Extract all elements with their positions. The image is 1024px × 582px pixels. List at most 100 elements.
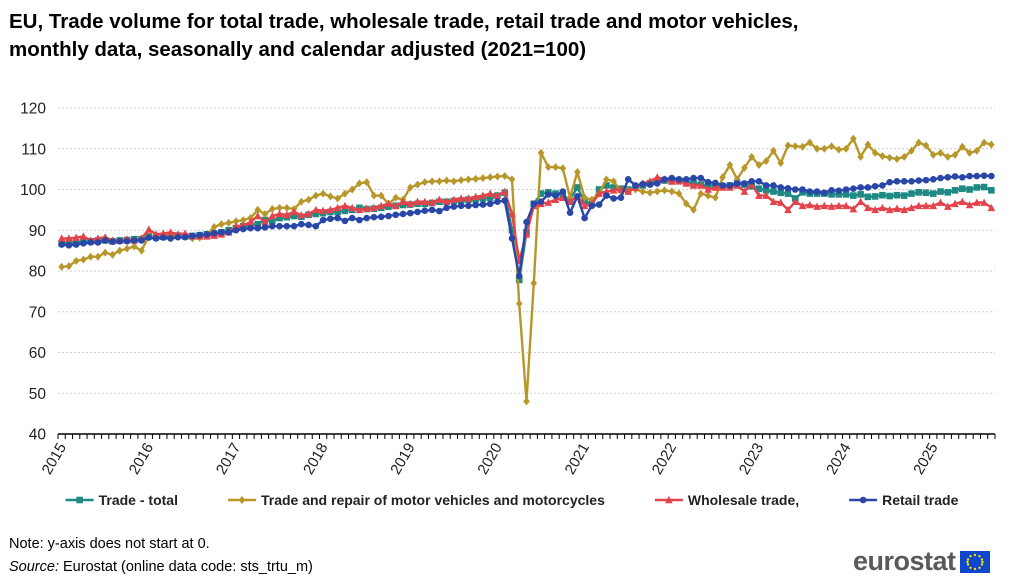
- data-point: [922, 189, 930, 197]
- data-point: [741, 163, 748, 172]
- data-point: [574, 167, 581, 176]
- data-point: [232, 217, 240, 226]
- data-point: [218, 220, 225, 229]
- data-point: [515, 276, 523, 284]
- data-point: [784, 141, 792, 150]
- data-point: [755, 191, 763, 199]
- data-point: [871, 182, 879, 190]
- data-point: [610, 195, 617, 202]
- data-point: [523, 218, 530, 226]
- data-point: [958, 197, 967, 206]
- data-point: [334, 208, 341, 216]
- data-point: [842, 201, 850, 210]
- data-point: [218, 228, 225, 236]
- data-point: [276, 214, 283, 222]
- data-point: [552, 163, 559, 172]
- data-point: [566, 209, 574, 217]
- data-point: [355, 205, 364, 214]
- data-point: [690, 174, 697, 182]
- data-point: [748, 152, 755, 161]
- data-point: [144, 225, 153, 233]
- legend-marker-icon: [665, 495, 673, 504]
- data-point: [805, 200, 814, 209]
- data-point: [479, 201, 487, 208]
- data-point: [298, 220, 305, 228]
- data-point: [406, 209, 414, 217]
- legend-item: Trade and repair of motor vehicles and m…: [227, 492, 605, 508]
- data-point: [842, 191, 850, 198]
- data-point: [370, 213, 378, 221]
- data-point: [719, 182, 726, 189]
- data-point: [813, 144, 821, 153]
- data-point: [160, 234, 167, 241]
- data-point: [624, 187, 632, 195]
- data-point: [479, 174, 487, 183]
- data-point: [436, 207, 443, 215]
- data-point: [472, 174, 479, 183]
- data-point: [239, 225, 247, 233]
- x-tick-label: 2017: [213, 440, 244, 477]
- data-point: [769, 197, 778, 206]
- data-point: [944, 189, 952, 196]
- data-point: [406, 183, 414, 192]
- x-tick-label: 2025: [910, 440, 941, 477]
- data-point: [871, 193, 879, 200]
- data-point: [465, 175, 472, 184]
- data-point: [94, 239, 102, 246]
- data-point: [457, 202, 465, 210]
- data-point: [653, 180, 661, 187]
- data-point: [290, 222, 298, 230]
- data-point: [595, 201, 603, 208]
- data-point: [174, 233, 182, 241]
- data-point: [574, 184, 581, 191]
- data-point: [929, 176, 937, 183]
- data-point: [508, 226, 516, 234]
- data-point: [580, 201, 589, 210]
- data-point: [704, 185, 712, 193]
- data-point: [145, 234, 153, 241]
- data-point: [850, 192, 857, 199]
- data-point: [552, 192, 559, 199]
- data-point: [929, 201, 938, 210]
- y-tick-label: 90: [29, 223, 47, 240]
- data-point: [392, 211, 400, 219]
- series-1: [58, 134, 995, 406]
- data-point: [304, 209, 313, 218]
- data-point: [835, 187, 843, 195]
- data-point: [922, 141, 930, 150]
- data-point: [639, 180, 647, 188]
- data-point: [653, 173, 662, 181]
- data-point: [711, 183, 720, 191]
- legend-label: Wholesale trade,: [688, 492, 799, 508]
- data-point: [501, 172, 509, 181]
- data-point: [508, 235, 516, 242]
- data-point: [370, 203, 378, 212]
- data-point: [421, 178, 429, 187]
- data-point: [762, 182, 770, 189]
- gridlines: [58, 107, 995, 394]
- y-tick-label: 120: [20, 101, 46, 118]
- eurostat-logo: eurostat: [853, 546, 990, 577]
- x-tick-label: 2022: [649, 440, 680, 477]
- data-point: [312, 205, 320, 214]
- data-point: [762, 187, 770, 194]
- data-point: [755, 161, 763, 170]
- data-point: [959, 185, 966, 192]
- data-point: [94, 252, 102, 261]
- data-point: [682, 199, 690, 208]
- data-point: [500, 187, 509, 195]
- data-point: [951, 187, 959, 194]
- data-point: [893, 204, 901, 212]
- data-point: [944, 152, 952, 161]
- data-point: [798, 201, 807, 210]
- data-point: [319, 216, 327, 224]
- data-point: [464, 194, 473, 202]
- data-point: [101, 248, 109, 257]
- data-point: [603, 182, 610, 189]
- data-point: [254, 224, 262, 232]
- data-point: [886, 192, 893, 200]
- data-point: [624, 176, 632, 183]
- data-point: [341, 201, 349, 210]
- data-point: [806, 188, 814, 195]
